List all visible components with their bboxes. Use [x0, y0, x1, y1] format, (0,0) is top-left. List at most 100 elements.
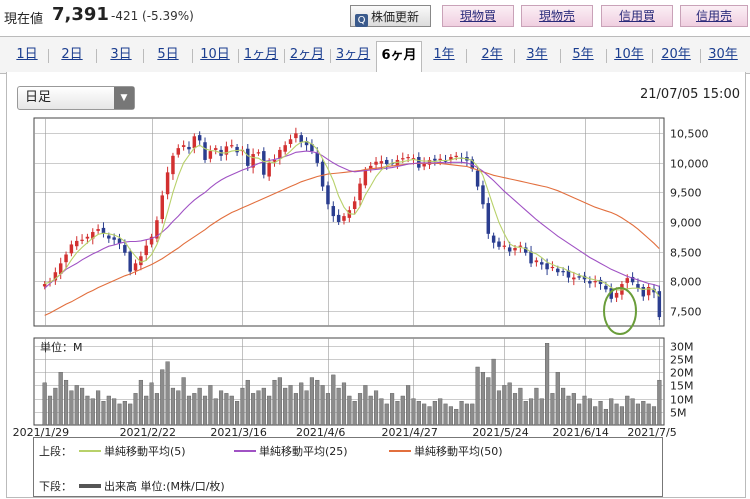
candle-body: [208, 151, 213, 159]
refresh-button[interactable]: Q 株価更新: [350, 5, 431, 27]
volume-y-tick-label: 10M: [670, 394, 694, 407]
volume-bar: [507, 382, 512, 426]
candle-body: [203, 142, 207, 160]
price-change: -421 (-5.39%): [111, 9, 194, 23]
tab-5d[interactable]: 5日: [157, 47, 179, 62]
volume-bar: [138, 379, 143, 426]
margin-sell-button[interactable]: 信用売: [680, 5, 748, 27]
volume-bar: [411, 398, 416, 426]
candle-body: [406, 157, 410, 159]
volume-bar: [603, 408, 608, 426]
candle-body: [438, 158, 442, 160]
volume-bar: [609, 398, 614, 426]
volume-y-tick-label: 30M: [670, 341, 694, 354]
candle-body: [540, 262, 544, 265]
candle-body: [352, 201, 357, 209]
volume-bar: [582, 395, 587, 426]
candle-body: [401, 158, 405, 160]
tab-5y[interactable]: 5年: [572, 47, 594, 62]
tab-3d[interactable]: 3日: [110, 47, 132, 62]
candle-body: [85, 236, 90, 239]
candle-body: [342, 216, 346, 221]
volume-bar: [96, 390, 101, 426]
candle-body: [385, 159, 389, 165]
candle-body: [128, 251, 132, 272]
tab-divider: [96, 49, 97, 63]
refresh-label: 株価更新: [371, 10, 420, 24]
x-tick-label: 2021/5/24: [472, 426, 528, 439]
volume-bar: [47, 395, 53, 426]
tab-1d[interactable]: 1日: [16, 47, 38, 62]
candle-body: [278, 149, 282, 159]
candle-body: [577, 276, 581, 278]
candle-body: [256, 152, 261, 154]
candle-body: [374, 161, 378, 165]
tab-6m[interactable]: 6ヶ月: [376, 41, 422, 73]
legend-swatch-ma25: [234, 450, 256, 452]
candle-body: [96, 229, 100, 231]
tab-divider: [466, 49, 467, 63]
price-y-tick-label: 7,500: [670, 306, 702, 319]
tab-2d[interactable]: 2日: [61, 47, 83, 62]
volume-bar: [475, 366, 480, 426]
candle-body: [556, 268, 560, 273]
volume-bar: [390, 393, 395, 426]
volume-bar: [213, 398, 218, 426]
legend-swatch-ma50: [389, 450, 411, 452]
tab-10y[interactable]: 10年: [614, 47, 644, 62]
candle-body: [550, 266, 555, 269]
volume-bar: [561, 387, 566, 426]
tab-10d[interactable]: 10日: [200, 47, 230, 62]
candle-body: [572, 277, 576, 280]
volume-bar: [416, 401, 421, 426]
volume-y-tick-label: 25M: [670, 354, 694, 367]
tab-3m[interactable]: 3ヶ月: [335, 47, 371, 62]
cash-buy-button[interactable]: 現物買: [442, 5, 514, 27]
candle-body: [609, 288, 613, 299]
volume-bar: [42, 382, 47, 426]
tab-3y[interactable]: 3年: [526, 47, 548, 62]
tab-divider: [143, 49, 144, 63]
tab-1m[interactable]: 1ヶ月: [243, 47, 279, 62]
tab-30y[interactable]: 30年: [708, 47, 738, 62]
volume-bar: [539, 398, 544, 426]
volume-bar: [283, 387, 288, 426]
candle-body: [363, 170, 368, 186]
candle-body: [561, 271, 565, 273]
volume-bar: [90, 398, 95, 426]
tab-2y[interactable]: 2年: [481, 47, 503, 62]
margin-buy-button[interactable]: 信用買: [601, 5, 673, 27]
volume-bar: [170, 387, 176, 426]
legend-lower-label: 下段：: [39, 480, 72, 493]
candle-body: [422, 162, 426, 167]
volume-bar: [224, 393, 229, 426]
volume-bar: [154, 393, 159, 426]
volume-bar: [641, 401, 646, 426]
candle-body: [197, 135, 202, 141]
volume-bar: [325, 393, 331, 426]
volume-bar: [267, 395, 272, 426]
candle-body: [545, 263, 549, 270]
tab-20y[interactable]: 20年: [661, 47, 691, 62]
volume-bar: [208, 385, 213, 426]
tab-divider: [192, 49, 193, 63]
x-tick-label: 2021/7/5: [627, 426, 676, 439]
volume-bar: [464, 403, 469, 426]
price-pane: 7,500 8,000 8,500 9,000 9,500 10,000 10,500: [33, 117, 709, 327]
candle-body: [523, 247, 528, 253]
volume-bar: [245, 379, 250, 426]
candle-body: [443, 160, 448, 162]
volume-bar: [277, 377, 282, 426]
candle-body: [251, 154, 255, 168]
cash-sell-button[interactable]: 現物売: [521, 5, 593, 27]
candle-body: [588, 281, 592, 284]
volume-bar: [400, 395, 405, 426]
tab-1y[interactable]: 1年: [433, 47, 455, 62]
interval-select[interactable]: 日足 ▼: [17, 86, 135, 110]
candle-body: [213, 148, 218, 150]
volume-bar: [352, 401, 357, 426]
tab-2m[interactable]: 2ヶ月: [289, 47, 325, 62]
candle-body: [652, 288, 656, 293]
volume-bar: [261, 387, 266, 426]
volume-bar: [448, 406, 453, 426]
